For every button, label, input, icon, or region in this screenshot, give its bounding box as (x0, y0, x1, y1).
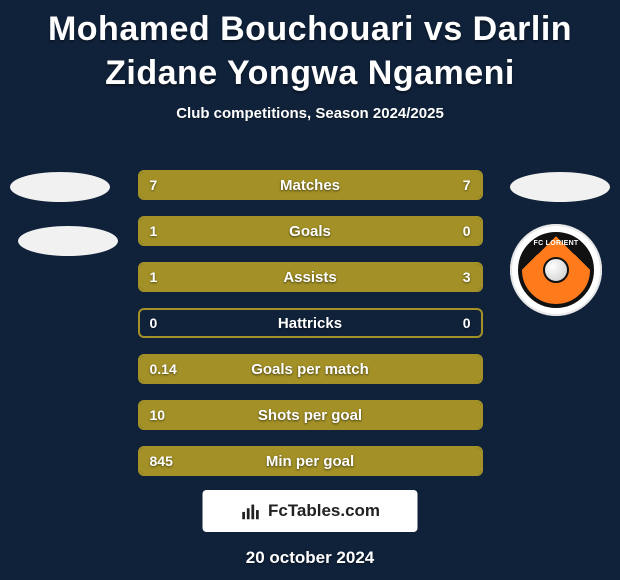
stat-row: 0 0Hattricks (138, 308, 483, 338)
stat-row: 77Matches (138, 170, 483, 200)
stat-row: 13Assists (138, 262, 483, 292)
fill-left (140, 218, 481, 244)
fill-left (140, 356, 481, 382)
value-left: 7 (150, 172, 158, 198)
value-left: 1 (150, 264, 158, 290)
brand-box: FcTables.com (203, 490, 418, 532)
stat-label: Hattricks (140, 310, 481, 336)
bars-icon (240, 500, 262, 522)
value-left: 0 (150, 310, 158, 336)
value-left: 845 (150, 448, 173, 474)
fill-left (140, 448, 481, 474)
value-right: 0 (463, 218, 471, 244)
date: 20 october 2024 (0, 548, 620, 568)
brand-text: FcTables.com (268, 501, 380, 521)
value-left: 10 (150, 402, 166, 428)
value-left: 0.14 (150, 356, 177, 382)
stats-container: 77Matches10Goals13Assists00Hattricks0.14… (0, 170, 620, 492)
subtitle: Club competitions, Season 2024/2025 (0, 105, 620, 122)
stat-row: 10Shots per goal (138, 400, 483, 430)
fill-left (140, 402, 481, 428)
value-right: 7 (463, 172, 471, 198)
fill-left (140, 172, 311, 198)
fill-right (310, 172, 481, 198)
stat-row: 845Min per goal (138, 446, 483, 476)
page-title: Mohamed Bouchouari vs Darlin Zidane Yong… (0, 0, 620, 99)
fill-right (225, 264, 481, 290)
value-left: 1 (150, 218, 158, 244)
stat-row: 0.14Goals per match (138, 354, 483, 384)
value-right: 0 (463, 310, 471, 336)
value-right: 3 (463, 264, 471, 290)
stat-row: 10Goals (138, 216, 483, 246)
